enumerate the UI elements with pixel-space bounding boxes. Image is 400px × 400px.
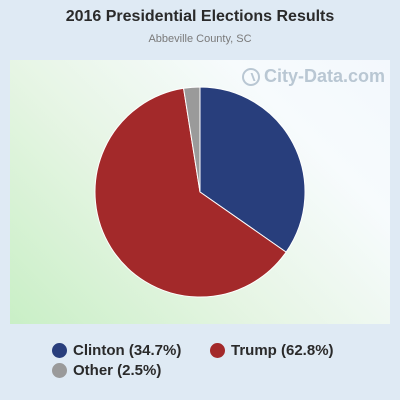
watermark-text: City-Data.com [263,66,385,86]
legend-swatch-trump [210,343,225,358]
legend-label-clinton: Clinton (34.7%) [73,342,182,359]
city-data-logo-icon [241,67,260,86]
watermark: City-Data.com [241,66,385,87]
legend-label-other: Other (2.5%) [73,362,162,379]
legend-label-trump: Trump (62.8%) [231,342,334,359]
legend-item-clinton: Clinton (34.7%) [52,342,181,359]
legend-swatch-clinton [52,343,67,358]
pie-slice-other [183,86,201,193]
legend-swatch-other [52,363,67,378]
pie-slice-trump [94,87,287,298]
chart-title: 2016 Presidential Elections Results [65,8,335,25]
chart-subtitle: Abbeville County, SC [148,33,252,45]
legend-item-other: Other (2.5%) [52,362,161,379]
pie-slice-clinton [199,86,306,253]
legend-item-trump: Trump (62.8%) [210,342,334,359]
